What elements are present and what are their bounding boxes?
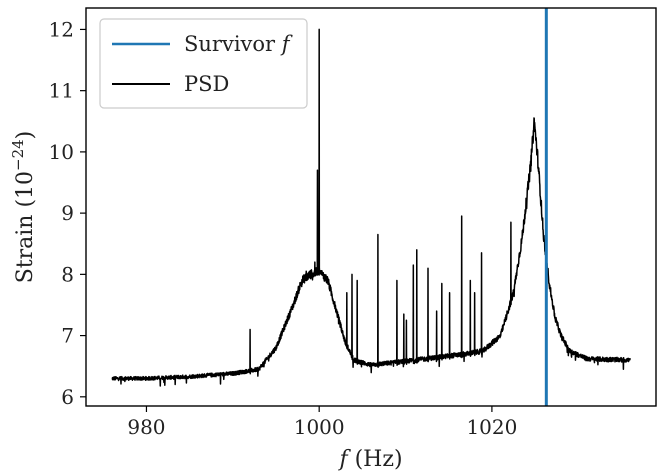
legend-survivor-symbol: f — [280, 32, 293, 56]
y-tick-label: 7 — [61, 324, 74, 348]
y-tick-label: 11 — [49, 79, 74, 103]
psd-series-line — [111, 28, 631, 387]
y-axis-label-exponent: −24 — [9, 139, 27, 171]
legend-box — [99, 18, 308, 109]
x-tick-label: 1000 — [294, 415, 345, 439]
legend-survivor-text: Survivor — [184, 32, 282, 56]
y-tick-label: 12 — [49, 17, 74, 41]
x-axis-label-unit: (Hz) — [348, 447, 403, 472]
y-axis-label-close: ) — [13, 131, 38, 140]
y-tick-label: 6 — [61, 385, 74, 409]
x-tick-label: 980 — [127, 415, 165, 439]
y-axis-label: Strain (10−24) — [9, 131, 38, 284]
y-tick-label: 8 — [61, 262, 74, 286]
x-axis-ticks: 980 1000 1020 — [127, 406, 517, 439]
x-tick-label: 1020 — [466, 415, 517, 439]
x-axis-label: f (Hz) — [337, 447, 402, 472]
plot-area — [111, 8, 631, 406]
axes-frame — [85, 7, 657, 407]
legend-psd-label: PSD — [184, 72, 229, 96]
legend: Survivor f PSD — [99, 18, 308, 109]
y-axis-label-main: Strain (10 — [13, 171, 38, 283]
y-tick-label: 9 — [61, 201, 74, 225]
legend-survivor-label: Survivor f — [184, 32, 293, 56]
y-axis-ticks: 6 7 8 9 10 11 12 — [49, 17, 86, 409]
y-tick-label: 10 — [49, 140, 74, 164]
